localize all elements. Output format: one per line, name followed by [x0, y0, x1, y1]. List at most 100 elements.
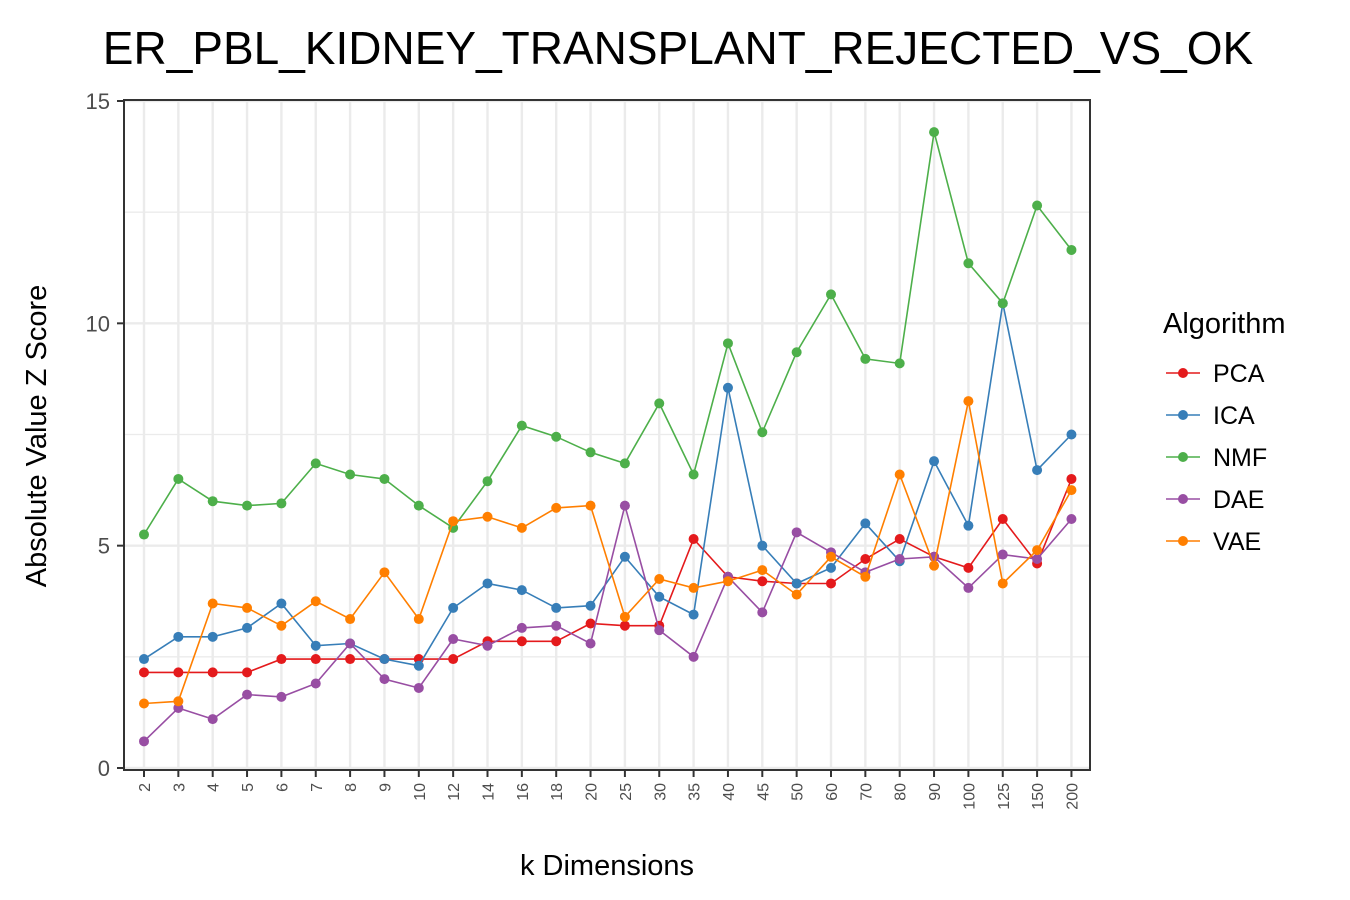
data-point-pca — [997, 513, 1008, 524]
data-point-vae — [929, 560, 940, 571]
x-tick-label: 90 — [927, 783, 944, 801]
data-point-vae — [345, 614, 356, 625]
data-point-nmf — [654, 398, 665, 409]
data-point-dae — [963, 582, 974, 593]
y-tick-label: 15 — [86, 89, 110, 114]
data-point-pca — [242, 667, 253, 678]
legend-key-point — [1178, 368, 1188, 378]
data-point-ica — [757, 540, 768, 551]
x-tick-label: 20 — [584, 783, 601, 801]
data-point-ica — [1066, 429, 1077, 440]
y-tick-label: 10 — [86, 311, 110, 336]
data-point-vae — [173, 696, 184, 707]
data-point-nmf — [757, 427, 768, 438]
data-point-nmf — [791, 347, 802, 358]
legend: Algorithm PCA ICA NMF DAE VAE — [1163, 308, 1286, 556]
data-point-ica — [413, 660, 424, 671]
data-point-pca — [826, 578, 836, 589]
data-point-pca — [551, 636, 562, 647]
data-point-pca — [963, 562, 974, 573]
legend-label: DAE — [1213, 486, 1264, 514]
data-point-nmf — [207, 496, 218, 507]
x-tick-label: 18 — [549, 783, 566, 801]
data-point-dae — [242, 689, 253, 700]
data-point-pca — [173, 667, 184, 678]
data-point-pca — [688, 533, 699, 544]
series-line-vae — [143, 400, 1073, 705]
series-line-ica — [143, 303, 1073, 667]
data-point-nmf — [413, 500, 424, 511]
data-point-vae — [276, 620, 287, 631]
data-point-vae — [1032, 545, 1043, 556]
legend-item-ica: ICA — [1166, 402, 1255, 430]
data-point-vae — [963, 396, 974, 407]
series-ica — [139, 298, 1077, 671]
data-point-ica — [654, 591, 665, 602]
data-point-nmf — [860, 353, 871, 364]
data-point-pca — [619, 620, 630, 631]
data-point-nmf — [173, 473, 184, 484]
legend-item-dae: DAE — [1166, 486, 1264, 514]
x-tick-label: 125 — [996, 783, 1013, 810]
data-point-pca — [1066, 473, 1077, 484]
data-point-dae — [207, 714, 218, 725]
data-point-vae — [139, 698, 149, 709]
x-tick-label: 200 — [1064, 783, 1081, 810]
series-nmf — [139, 127, 1077, 540]
data-point-ica — [276, 598, 287, 609]
data-point-ica — [619, 551, 630, 562]
data-point-vae — [1066, 485, 1077, 496]
legend-key-point — [1178, 452, 1188, 462]
data-point-vae — [310, 596, 321, 607]
x-tick-label: 6 — [274, 783, 291, 792]
data-point-dae — [139, 736, 149, 747]
legend-title: Algorithm — [1163, 308, 1286, 340]
data-point-ica — [448, 602, 459, 613]
x-tick-label: 4 — [206, 783, 223, 792]
data-point-dae — [310, 678, 321, 689]
x-tick-label: 35 — [687, 783, 704, 801]
data-point-vae — [207, 598, 218, 609]
x-tick-label: 60 — [824, 783, 841, 801]
data-point-ica — [139, 654, 149, 665]
x-tick-label: 5 — [240, 783, 257, 792]
y-axis: 0 5 10 15 — [86, 89, 124, 781]
y-tick-label: 0 — [98, 756, 110, 781]
data-point-pca — [448, 654, 459, 665]
x-tick-label: 3 — [171, 783, 188, 792]
data-point-ica — [1032, 465, 1043, 476]
data-point-dae — [688, 651, 699, 662]
data-point-ica — [207, 631, 218, 642]
legend-key-point — [1178, 536, 1188, 546]
data-point-dae — [1066, 513, 1077, 524]
data-point-ica — [860, 518, 871, 529]
data-point-dae — [482, 640, 493, 651]
x-tick-label: 14 — [481, 783, 498, 801]
series-layer — [139, 127, 1077, 747]
data-point-nmf — [688, 469, 699, 480]
data-point-pca — [860, 554, 871, 565]
data-point-nmf — [1066, 244, 1077, 255]
legend-label: NMF — [1213, 444, 1267, 472]
data-point-nmf — [345, 469, 356, 480]
x-tick-label: 16 — [515, 783, 532, 801]
data-point-dae — [619, 500, 630, 511]
data-point-vae — [379, 567, 390, 578]
data-point-pca — [345, 654, 356, 665]
x-tick-label: 45 — [755, 783, 772, 801]
data-point-pca — [139, 667, 149, 678]
legend-item-nmf: NMF — [1166, 444, 1267, 472]
data-point-vae — [619, 611, 630, 622]
data-point-vae — [242, 602, 253, 613]
x-tick-label: 8 — [343, 783, 360, 792]
data-point-dae — [345, 638, 356, 649]
x-tick-label: 150 — [1030, 783, 1047, 810]
data-point-pca — [894, 533, 905, 544]
x-tick-label: 100 — [961, 783, 978, 810]
data-point-nmf — [963, 258, 974, 269]
x-axis-title: k Dimensions — [520, 850, 694, 882]
legend-label: PCA — [1213, 360, 1265, 388]
legend-item-vae: VAE — [1166, 528, 1261, 556]
x-tick-label: 40 — [721, 783, 738, 801]
data-point-nmf — [482, 476, 493, 487]
